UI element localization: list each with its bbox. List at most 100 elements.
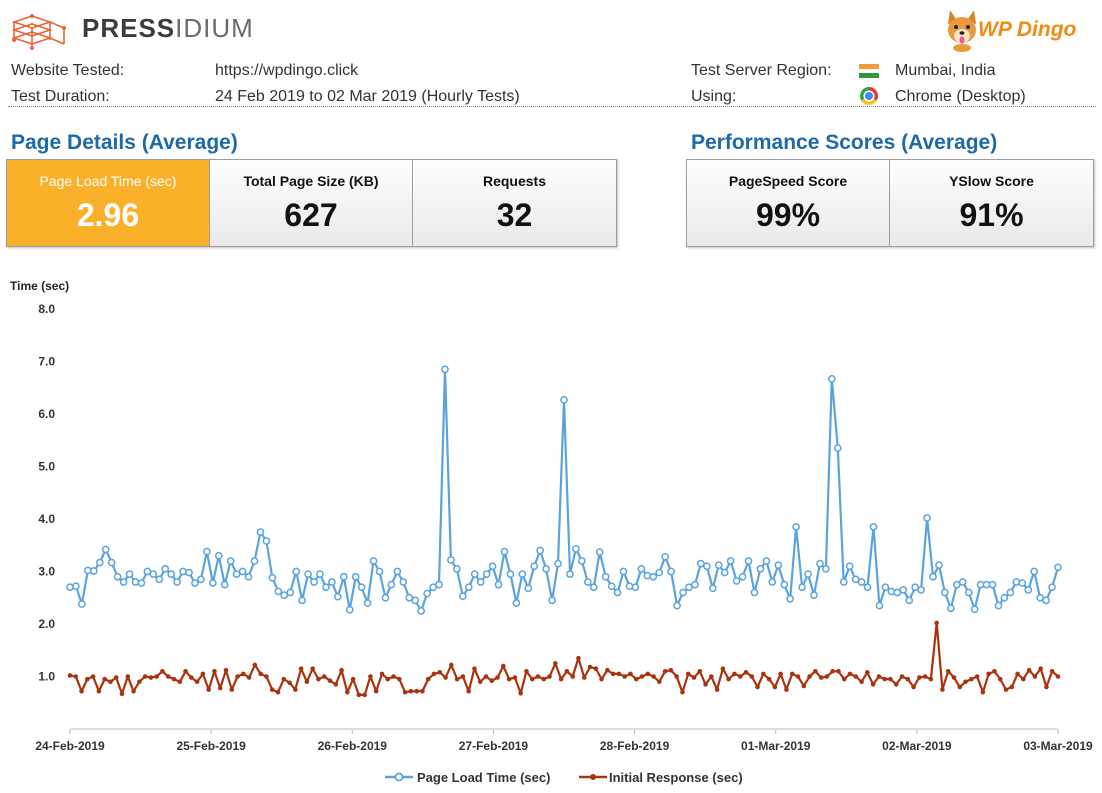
data-point xyxy=(789,671,795,677)
data-point xyxy=(149,570,158,578)
data-point xyxy=(286,588,295,597)
kpi-value: 32 xyxy=(496,197,533,233)
data-point xyxy=(160,668,165,674)
data-point xyxy=(839,578,848,586)
data-point xyxy=(529,676,535,682)
kpi-label: Total Page Size (KB) xyxy=(243,173,379,189)
data-point xyxy=(393,567,402,576)
data-point xyxy=(161,565,170,573)
data-point xyxy=(980,689,986,695)
data-point xyxy=(750,588,759,597)
data-point xyxy=(697,559,705,568)
data-point xyxy=(489,678,495,683)
data-point xyxy=(887,587,896,596)
kpi-label: Requests xyxy=(482,173,547,189)
x-tick-label: 02-Mar-2019 xyxy=(882,739,952,753)
data-point xyxy=(974,674,980,679)
data-point xyxy=(875,601,884,610)
data-point xyxy=(1006,588,1015,597)
data-point xyxy=(768,578,777,586)
test-duration-value: 24 Feb 2019 to 02 Mar 2019 (Hourly Tests… xyxy=(215,88,520,105)
kpi-label: YSlow Score xyxy=(949,173,1034,189)
legend-item-page-load-time: Page Load Time (sec) xyxy=(385,770,550,785)
data-point xyxy=(351,572,360,581)
data-point xyxy=(541,676,547,682)
y-tick-label: 8.0 xyxy=(38,302,55,316)
data-point xyxy=(714,687,720,692)
data-point xyxy=(762,557,771,565)
data-point xyxy=(333,682,339,687)
data-point xyxy=(1049,668,1055,674)
data-point xyxy=(997,676,1003,682)
data-point xyxy=(316,570,324,578)
data-point xyxy=(477,679,483,685)
data-point xyxy=(241,671,246,677)
data-point xyxy=(350,676,356,682)
data-point xyxy=(841,676,847,682)
data-point xyxy=(661,552,670,561)
data-point xyxy=(657,679,662,685)
page-details-title: Page Details (Average) xyxy=(11,131,238,154)
data-point xyxy=(298,596,306,605)
kpi-value: 99% xyxy=(755,197,821,233)
data-point xyxy=(414,688,419,694)
data-point xyxy=(969,676,974,682)
data-point xyxy=(940,687,945,692)
data-point xyxy=(1042,596,1050,605)
data-point xyxy=(435,580,443,589)
data-point xyxy=(125,674,131,679)
data-point xyxy=(1036,593,1044,602)
data-point xyxy=(357,583,366,592)
data-point xyxy=(173,578,181,586)
kpi-value: 627 xyxy=(284,197,338,233)
data-point xyxy=(472,666,477,671)
data-point xyxy=(506,570,515,578)
data-point xyxy=(869,523,878,531)
data-point xyxy=(356,692,362,698)
data-point xyxy=(643,571,652,580)
data-point xyxy=(578,557,586,565)
data-point xyxy=(1055,674,1061,679)
data-point xyxy=(755,684,760,690)
data-point xyxy=(778,671,783,677)
data-point xyxy=(298,666,304,671)
data-point xyxy=(189,675,194,680)
data-point xyxy=(922,674,928,679)
data-point xyxy=(625,582,634,591)
pressidium-logo-text: PRESSIDIUM xyxy=(82,13,254,44)
data-point xyxy=(275,689,281,695)
load-time-chart: Time (sec) 8.0 7.0 6.0 5.0 4.0 3.0 2.0 1.0 24-F… xyxy=(10,279,1093,785)
data-point xyxy=(619,567,628,576)
data-point xyxy=(572,545,580,553)
data-point xyxy=(328,578,336,586)
data-point xyxy=(905,596,914,605)
data-point xyxy=(333,592,342,601)
data-point xyxy=(738,572,747,581)
data-point xyxy=(194,679,200,685)
data-point xyxy=(952,580,961,589)
data-point xyxy=(373,688,379,694)
data-point xyxy=(576,655,581,661)
data-point xyxy=(784,687,789,692)
data-point xyxy=(845,562,854,571)
data-point xyxy=(262,537,271,545)
data-point xyxy=(402,689,408,695)
data-point xyxy=(79,688,84,694)
data-point xyxy=(506,676,512,682)
data-point xyxy=(154,674,159,679)
data-point xyxy=(256,528,265,536)
data-point xyxy=(417,607,426,615)
data-point xyxy=(1038,666,1043,671)
series-line xyxy=(69,621,1059,696)
data-point xyxy=(649,572,658,581)
data-point xyxy=(970,605,979,614)
data-point xyxy=(362,692,367,698)
data-point xyxy=(102,676,107,682)
data-point xyxy=(518,691,523,696)
data-point xyxy=(766,676,772,682)
data-point xyxy=(310,666,315,671)
data-point xyxy=(893,682,899,687)
using-value: Chrome (Desktop) xyxy=(895,88,1026,105)
data-point xyxy=(214,551,223,560)
data-point xyxy=(327,678,333,683)
